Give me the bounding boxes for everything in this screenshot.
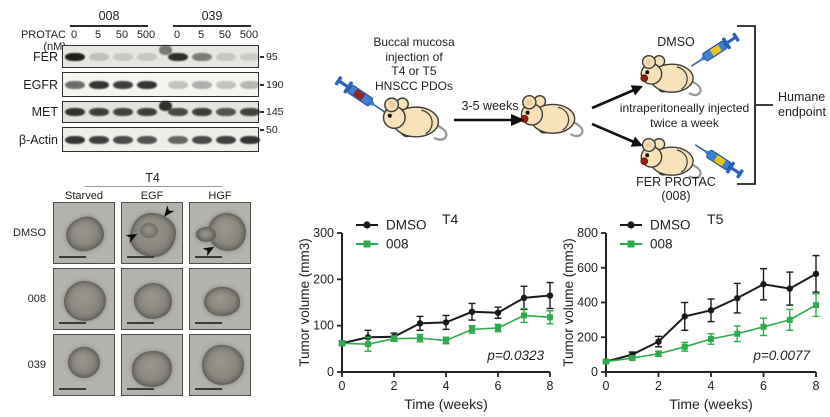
scale-bar <box>127 321 154 324</box>
scale-bar <box>59 255 86 258</box>
scale-bar <box>195 387 222 390</box>
protein-label-fer: FER <box>33 49 58 64</box>
svg-text:4: 4 <box>708 379 715 393</box>
blot-image-fer <box>62 45 260 68</box>
svg-text:200: 200 <box>313 272 334 286</box>
protac-branch-label: FER PROTAC <box>636 175 716 189</box>
svg-text:2: 2 <box>655 379 662 393</box>
dose-value: 500 <box>136 29 156 41</box>
svg-text:8: 8 <box>813 379 820 393</box>
svg-text:4: 4 <box>443 379 450 393</box>
protac-mouse-icon <box>640 137 702 180</box>
row-label-039: 039 <box>27 359 46 371</box>
arrow-duration-label: 3-5 weeks <box>461 99 519 113</box>
micrograph-dmso-egf <box>121 202 183 264</box>
svg-text:6: 6 <box>495 379 502 393</box>
blot-group-label-008: 008 <box>98 9 120 23</box>
mw-marker-145: 145 <box>260 106 284 118</box>
svg-text:6: 6 <box>760 379 767 393</box>
svg-text:100: 100 <box>313 319 334 333</box>
protein-label-egfr: EGFR <box>23 77 58 92</box>
blot-image-egfr <box>62 72 260 97</box>
dosing-schedule-text: intraperitoneally injected twice a week <box>619 101 750 130</box>
svg-text:2: 2 <box>391 379 398 393</box>
column-header-egf: EGF <box>140 190 164 202</box>
t4-tumor-volume-chart: T4 0 100 200 300 0 2 4 6 8 Time (weeks) Tumor volum… <box>296 209 562 417</box>
column-header-starved: Starved <box>65 190 103 202</box>
title-rule <box>85 186 222 188</box>
scale-bar <box>195 255 222 258</box>
protein-label-actin: β-Actin <box>18 132 58 147</box>
blot-image-met <box>62 101 260 123</box>
dmso-mouse-icon <box>640 54 702 97</box>
blot-image-actin <box>62 127 260 152</box>
group-underline <box>70 25 148 27</box>
micrograph-039-hgf <box>189 334 251 396</box>
dose-value: 0 <box>173 29 181 41</box>
svg-text:0: 0 <box>603 379 610 393</box>
micrograph-dmso-hgf <box>189 202 251 264</box>
scale-bar <box>127 255 154 258</box>
mw-marker-190: 190 <box>260 79 284 91</box>
svg-text:400: 400 <box>577 296 598 310</box>
svg-text:200: 200 <box>577 330 598 344</box>
svg-text:Tumor volume (mm3): Tumor volume (mm3) <box>297 238 312 367</box>
scale-bar <box>59 387 86 390</box>
dose-axis-label: PROTAC (nM) <box>20 29 66 53</box>
micrograph-dmso-starved <box>53 202 115 264</box>
blot-group-label-039: 039 <box>201 9 223 23</box>
svg-text:p=0.0077: p=0.0077 <box>752 348 810 363</box>
endpoint-label: Humane endpoint <box>778 90 826 119</box>
mw-marker-50: 50 <box>260 124 278 136</box>
svg-text:0: 0 <box>339 379 346 393</box>
svg-text:DMSO: DMSO <box>386 218 427 233</box>
row-label-dmso: DMSO <box>13 227 46 239</box>
svg-text:800: 800 <box>577 226 598 240</box>
svg-text:300: 300 <box>313 226 334 240</box>
protein-label-met: MET <box>31 105 58 119</box>
organoid-panel-title: T4 <box>145 171 160 185</box>
column-header-hgf: HGF <box>208 190 232 202</box>
scale-bar <box>127 387 154 390</box>
svg-text:0: 0 <box>591 365 598 379</box>
micrograph-008-starved <box>53 268 115 330</box>
svg-text:008: 008 <box>386 237 409 252</box>
svg-text:0: 0 <box>327 365 334 379</box>
svg-text:Time (weeks): Time (weeks) <box>669 396 753 412</box>
dose-value: 0 <box>70 29 78 41</box>
mw-marker-95: 95 <box>260 51 278 63</box>
svg-text:T5: T5 <box>707 211 724 227</box>
row-label-008: 008 <box>27 293 46 305</box>
svg-text:008: 008 <box>650 237 673 252</box>
micrograph-008-hgf <box>189 268 251 330</box>
dose-value: 500 <box>239 29 259 41</box>
svg-text:T4: T4 <box>442 211 459 227</box>
injection-description: Buccal mucosa injection of T4 or T5 HNSC… <box>373 35 455 93</box>
svg-text:p=0.0323: p=0.0323 <box>486 348 544 363</box>
diagram-arrows <box>454 25 773 185</box>
micrograph-039-starved <box>53 334 115 396</box>
svg-text:8: 8 <box>547 379 554 393</box>
svg-text:600: 600 <box>577 261 598 275</box>
dose-value: 5 <box>94 29 102 41</box>
svg-text:Tumor volume (mm3): Tumor volume (mm3) <box>561 238 576 367</box>
group-underline <box>173 25 251 27</box>
dose-value: 5 <box>197 29 205 41</box>
svg-text:Time (weeks): Time (weeks) <box>404 396 488 412</box>
micrograph-039-egf <box>121 334 183 396</box>
protac-branch-sublabel: (008) <box>661 189 691 203</box>
micrograph-008-egf <box>121 268 183 330</box>
scale-bar <box>195 321 222 324</box>
dmso-branch-label: DMSO <box>657 35 695 49</box>
svg-text:DMSO: DMSO <box>650 218 691 233</box>
dose-value: 50 <box>218 29 232 41</box>
dose-value: 50 <box>115 29 129 41</box>
t5-tumor-volume-chart: T5 0 200 400 600 800 0 2 4 6 8 Time (weeks) Tumor vo… <box>560 209 828 417</box>
scale-bar <box>59 321 86 324</box>
